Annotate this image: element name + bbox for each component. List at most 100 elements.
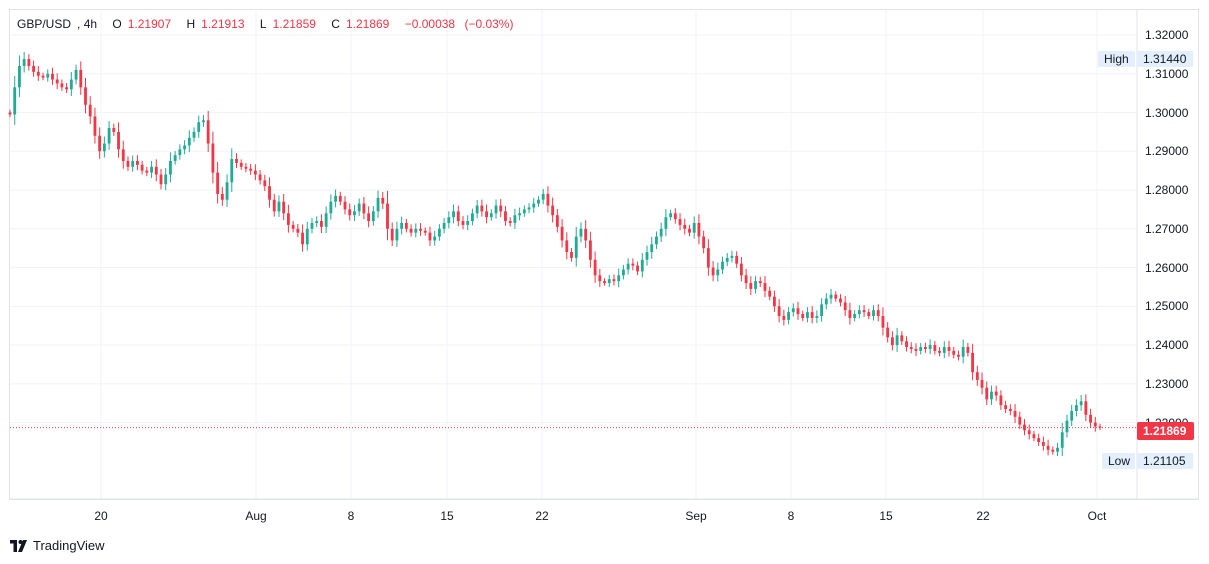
candle-body xyxy=(773,296,776,307)
time-tick-label: 22 xyxy=(976,509,990,523)
candle-body xyxy=(102,143,106,152)
candle-body xyxy=(433,236,437,241)
candle-body xyxy=(626,263,630,270)
candle-body xyxy=(400,222,404,229)
candle-body xyxy=(79,69,83,88)
candle-body xyxy=(315,221,319,223)
candle-body xyxy=(159,174,163,185)
price-tick-label: 1.24000 xyxy=(1145,338,1189,353)
candle-body xyxy=(763,283,767,291)
candle-body xyxy=(961,347,965,357)
candle-body xyxy=(296,228,300,233)
candle-body xyxy=(688,228,691,233)
candle-body xyxy=(376,197,380,212)
candle-body xyxy=(692,222,696,233)
candle-body xyxy=(121,149,125,161)
candle-body xyxy=(428,232,432,241)
candle-body xyxy=(371,211,375,222)
price-tick-label: 1.30000 xyxy=(1145,105,1189,120)
candle-body xyxy=(93,116,97,136)
candle-body xyxy=(697,222,701,237)
candle-body xyxy=(923,347,927,349)
candle-body xyxy=(933,345,937,351)
low-tag-label: Low xyxy=(1102,453,1135,469)
candle-body xyxy=(914,348,918,351)
candle-body xyxy=(447,217,451,223)
candle-body xyxy=(876,310,880,317)
candle-body xyxy=(947,347,951,351)
candle-body xyxy=(84,87,87,105)
candle-body xyxy=(1074,405,1078,411)
candle-body xyxy=(65,87,69,90)
candle-body xyxy=(471,213,474,222)
price-tick-label: 1.27000 xyxy=(1145,221,1189,236)
candle-body xyxy=(485,211,488,218)
candle-body xyxy=(192,131,196,138)
candle-body xyxy=(140,164,144,171)
candle-body xyxy=(711,267,715,276)
candle-body xyxy=(942,347,946,353)
candle-body xyxy=(966,347,970,353)
candle-body xyxy=(900,335,904,342)
candle-body xyxy=(404,222,408,229)
candle-body xyxy=(584,228,588,241)
price-tick-label: 1.29000 xyxy=(1145,144,1189,159)
candle-body xyxy=(853,314,857,318)
time-tick-label: 20 xyxy=(94,509,108,523)
candle-body xyxy=(560,226,564,241)
candle-body xyxy=(1013,410,1017,417)
candle-body xyxy=(848,310,852,318)
candle-body xyxy=(905,341,908,348)
candle-body xyxy=(565,240,569,253)
candle-body xyxy=(546,193,550,206)
legend-change-pct: (−0.03%) xyxy=(464,17,514,31)
candle-body xyxy=(263,180,267,187)
candle-body xyxy=(414,228,418,233)
candle-body xyxy=(829,294,833,299)
candle-body xyxy=(1004,405,1008,410)
candle-body xyxy=(178,149,182,156)
time-tick-label: Sep xyxy=(685,509,707,523)
candle-body xyxy=(419,228,422,231)
candle-body xyxy=(1089,414,1092,423)
candle-body xyxy=(107,128,111,144)
candle-body xyxy=(801,314,805,318)
time-tick-label: 15 xyxy=(879,509,893,523)
candle-body xyxy=(131,160,135,167)
candle-body xyxy=(216,172,220,194)
candle-body xyxy=(631,263,635,266)
candle-body xyxy=(386,203,389,229)
candle-body xyxy=(555,215,559,227)
candle-body xyxy=(117,131,120,150)
candle-body xyxy=(310,222,314,229)
candle-body xyxy=(815,316,819,318)
candle-body xyxy=(1070,410,1074,421)
candle-body xyxy=(367,213,371,222)
candle-body xyxy=(22,59,26,67)
candle-body xyxy=(230,159,234,183)
candle-body xyxy=(895,335,899,346)
candle-body xyxy=(824,298,828,305)
candle-body xyxy=(499,205,503,212)
candle-body xyxy=(357,203,361,212)
candle-body xyxy=(768,290,772,297)
candle-body xyxy=(994,391,998,396)
candle-body xyxy=(990,391,993,400)
candle-body xyxy=(437,228,441,237)
candle-body xyxy=(13,87,17,115)
candle-body xyxy=(971,352,975,373)
legend-symbol: GBP/USD, 4h xyxy=(17,17,98,31)
candle-body xyxy=(8,112,12,115)
candle-body xyxy=(664,217,668,229)
candle-body xyxy=(277,201,281,212)
candle-body xyxy=(1065,420,1069,433)
candle-body xyxy=(659,228,663,237)
candle-body xyxy=(348,209,352,216)
time-tick-label: Aug xyxy=(245,509,267,523)
candle-body xyxy=(636,265,639,272)
tradingview-logo[interactable]: TradingView xyxy=(10,538,105,553)
candle-body xyxy=(183,145,187,150)
candle-body xyxy=(362,203,366,214)
candle-body xyxy=(579,228,583,237)
